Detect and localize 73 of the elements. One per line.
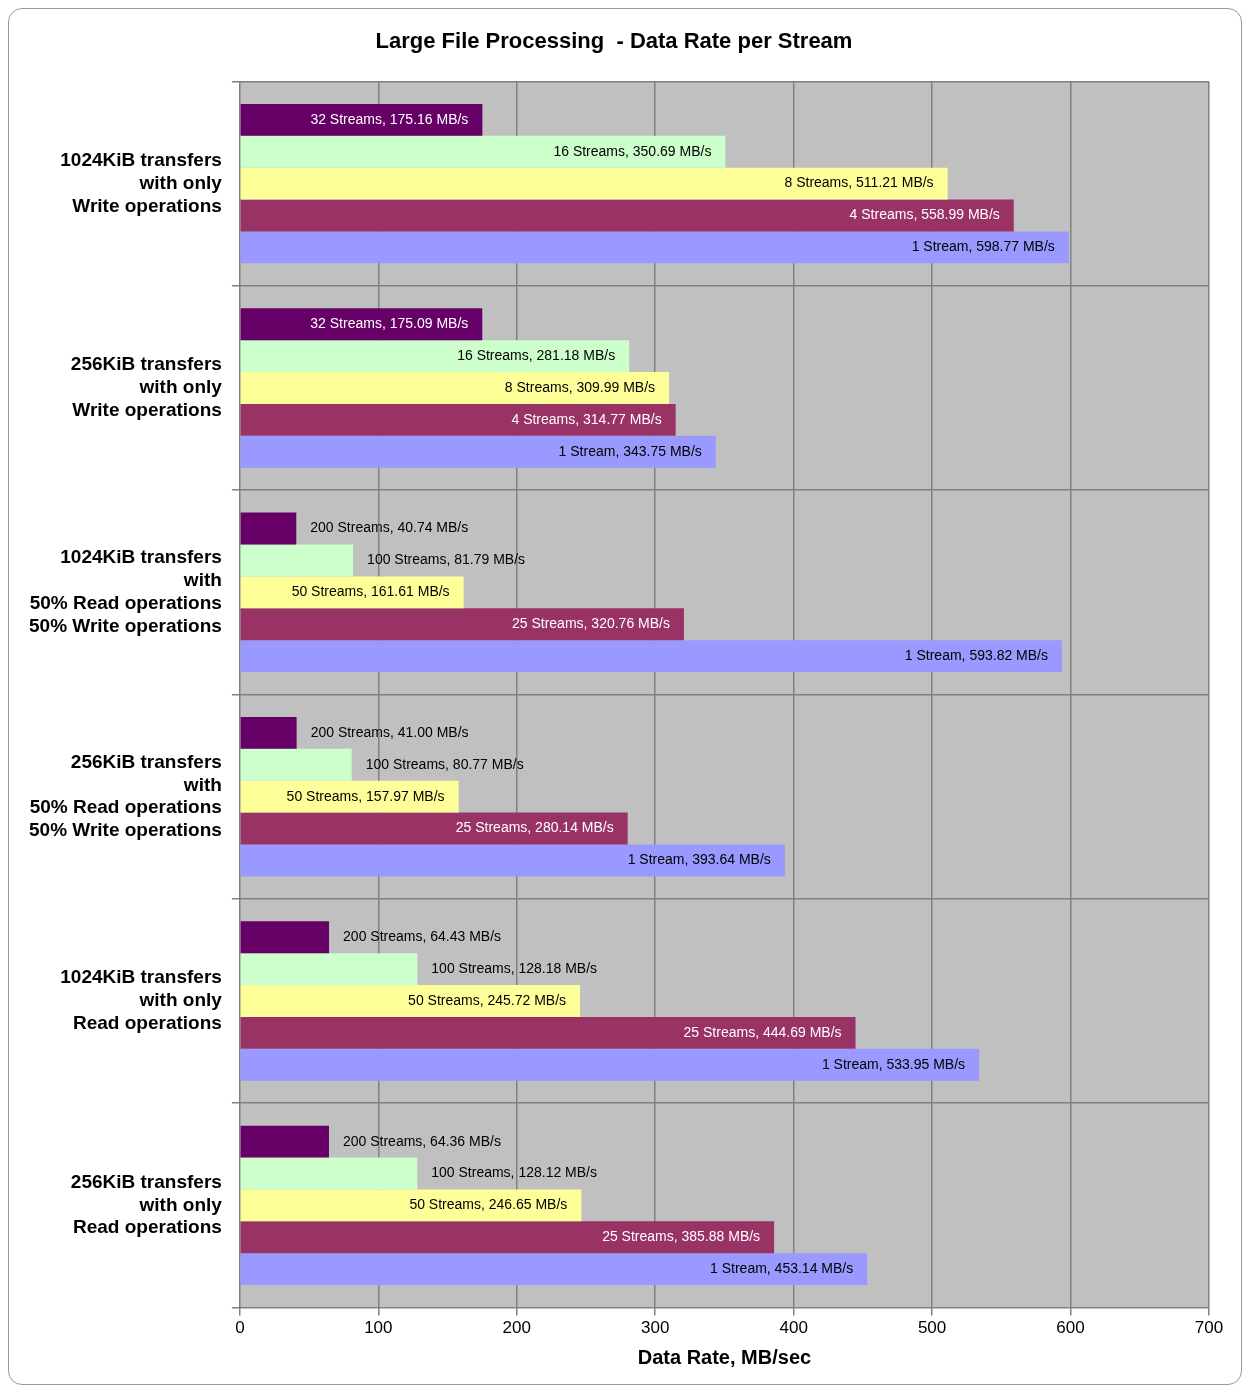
chart-title: Large File Processing - Data Rate per Stream: [375, 28, 853, 54]
bar: [240, 1048, 980, 1081]
data-label: 16 Streams, 350.69 MB/s: [553, 142, 712, 159]
bar: [240, 372, 670, 404]
x-tick-label: 600: [1056, 1318, 1085, 1338]
data-label: 50 Streams, 245.72 MB/s: [408, 991, 567, 1008]
bar: [240, 1253, 868, 1286]
data-label: 25 Streams, 385.88 MB/s: [602, 1228, 761, 1245]
x-axis-title: Data Rate, MB/sec: [637, 1345, 812, 1368]
data-label: 8 Streams, 309.99 MB/s: [504, 378, 656, 395]
data-label: 4 Streams, 558.99 MB/s: [849, 206, 1000, 223]
x-tick-label: 300: [641, 1318, 670, 1338]
bar: [240, 167, 948, 200]
bar: [240, 953, 418, 986]
bar: [240, 1221, 775, 1254]
bar: [240, 435, 716, 468]
data-label: 200 Streams, 41.00 MB/s: [310, 723, 469, 740]
bar: [240, 199, 1014, 232]
bar: [240, 512, 297, 545]
data-label: 16 Streams, 281.18 MB/s: [457, 346, 616, 363]
bar: [240, 544, 354, 577]
bar: [240, 985, 581, 1017]
data-label: 32 Streams, 175.16 MB/s: [310, 110, 469, 127]
bar: [240, 812, 628, 845]
data-label: 50 Streams, 161.61 MB/s: [291, 583, 450, 600]
x-tick-label: 0: [235, 1318, 245, 1338]
data-label: 50 Streams, 246.65 MB/s: [409, 1196, 568, 1213]
bar: [240, 1125, 329, 1158]
y-tick-label: 1024KiB transfers with 50% Read operations 50% Write operations: [28, 546, 222, 636]
data-label: 32 Streams, 175.09 MB/s: [310, 315, 469, 332]
y-tick-label: 256KiB transfers with only Write operations: [70, 353, 223, 420]
data-label: 1 Stream, 453.14 MB/s: [710, 1260, 854, 1277]
x-tick-label: 700: [1194, 1318, 1224, 1338]
bar: [240, 231, 1069, 264]
data-label: 100 Streams, 128.12 MB/s: [431, 1164, 598, 1181]
y-tick-label: 256KiB transfers with 50% Read operations 50% Write operations: [28, 750, 222, 841]
bar: [240, 921, 330, 954]
bar: [240, 103, 483, 136]
x-tick-label: 400: [779, 1318, 808, 1338]
data-label: 25 Streams, 444.69 MB/s: [683, 1023, 842, 1040]
y-tick-label: 1024KiB transfers with only Read operations: [60, 966, 223, 1034]
bar: [240, 608, 684, 641]
bar: [240, 1016, 856, 1049]
data-label: 50 Streams, 157.97 MB/s: [286, 787, 445, 804]
bar: [240, 403, 676, 436]
data-label: 25 Streams, 320.76 MB/s: [511, 615, 670, 632]
data-label: 25 Streams, 280.14 MB/s: [455, 819, 614, 836]
data-label: 1 Stream, 343.75 MB/s: [558, 442, 702, 459]
data-label: 200 Streams, 64.43 MB/s: [343, 928, 502, 945]
y-tick-label: 1024KiB transfers with only Write operations: [60, 149, 223, 216]
x-tick-label: 200: [502, 1318, 531, 1338]
data-label: 100 Streams, 80.77 MB/s: [365, 755, 524, 772]
data-label: 4 Streams, 314.77 MB/s: [511, 410, 662, 427]
data-label: 100 Streams, 128.18 MB/s: [431, 960, 598, 977]
bar: [240, 748, 352, 781]
data-label: 200 Streams, 40.74 MB/s: [310, 519, 469, 536]
bar: [240, 1157, 418, 1190]
data-label: 1 Stream, 393.64 MB/s: [627, 851, 771, 868]
data-label: 8 Streams, 511.21 MB/s: [784, 174, 934, 191]
bar: [240, 640, 1062, 673]
x-tick-label: 100: [364, 1318, 393, 1338]
x-tick-label: 500: [917, 1318, 947, 1338]
bar: [240, 716, 297, 749]
data-label: 1 Stream, 598.77 MB/s: [911, 238, 1055, 255]
y-tick-label: 256KiB transfers with only Read operations: [70, 1170, 223, 1238]
data-label: 1 Stream, 533.95 MB/s: [821, 1055, 966, 1072]
data-label: 1 Stream, 593.82 MB/s: [904, 646, 1048, 663]
data-label: 100 Streams, 81.79 MB/s: [367, 551, 526, 568]
bar: [240, 340, 630, 373]
bar: [240, 844, 785, 877]
data-label: 200 Streams, 64.36 MB/s: [342, 1132, 501, 1149]
bar: [240, 135, 726, 168]
bar: [240, 1189, 582, 1222]
